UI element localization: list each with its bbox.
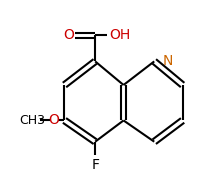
Text: N: N (162, 54, 173, 68)
Text: CH3: CH3 (20, 114, 46, 127)
Text: O: O (63, 28, 74, 42)
Text: O: O (48, 113, 59, 127)
Text: F: F (91, 158, 99, 172)
Text: OH: OH (109, 28, 131, 42)
